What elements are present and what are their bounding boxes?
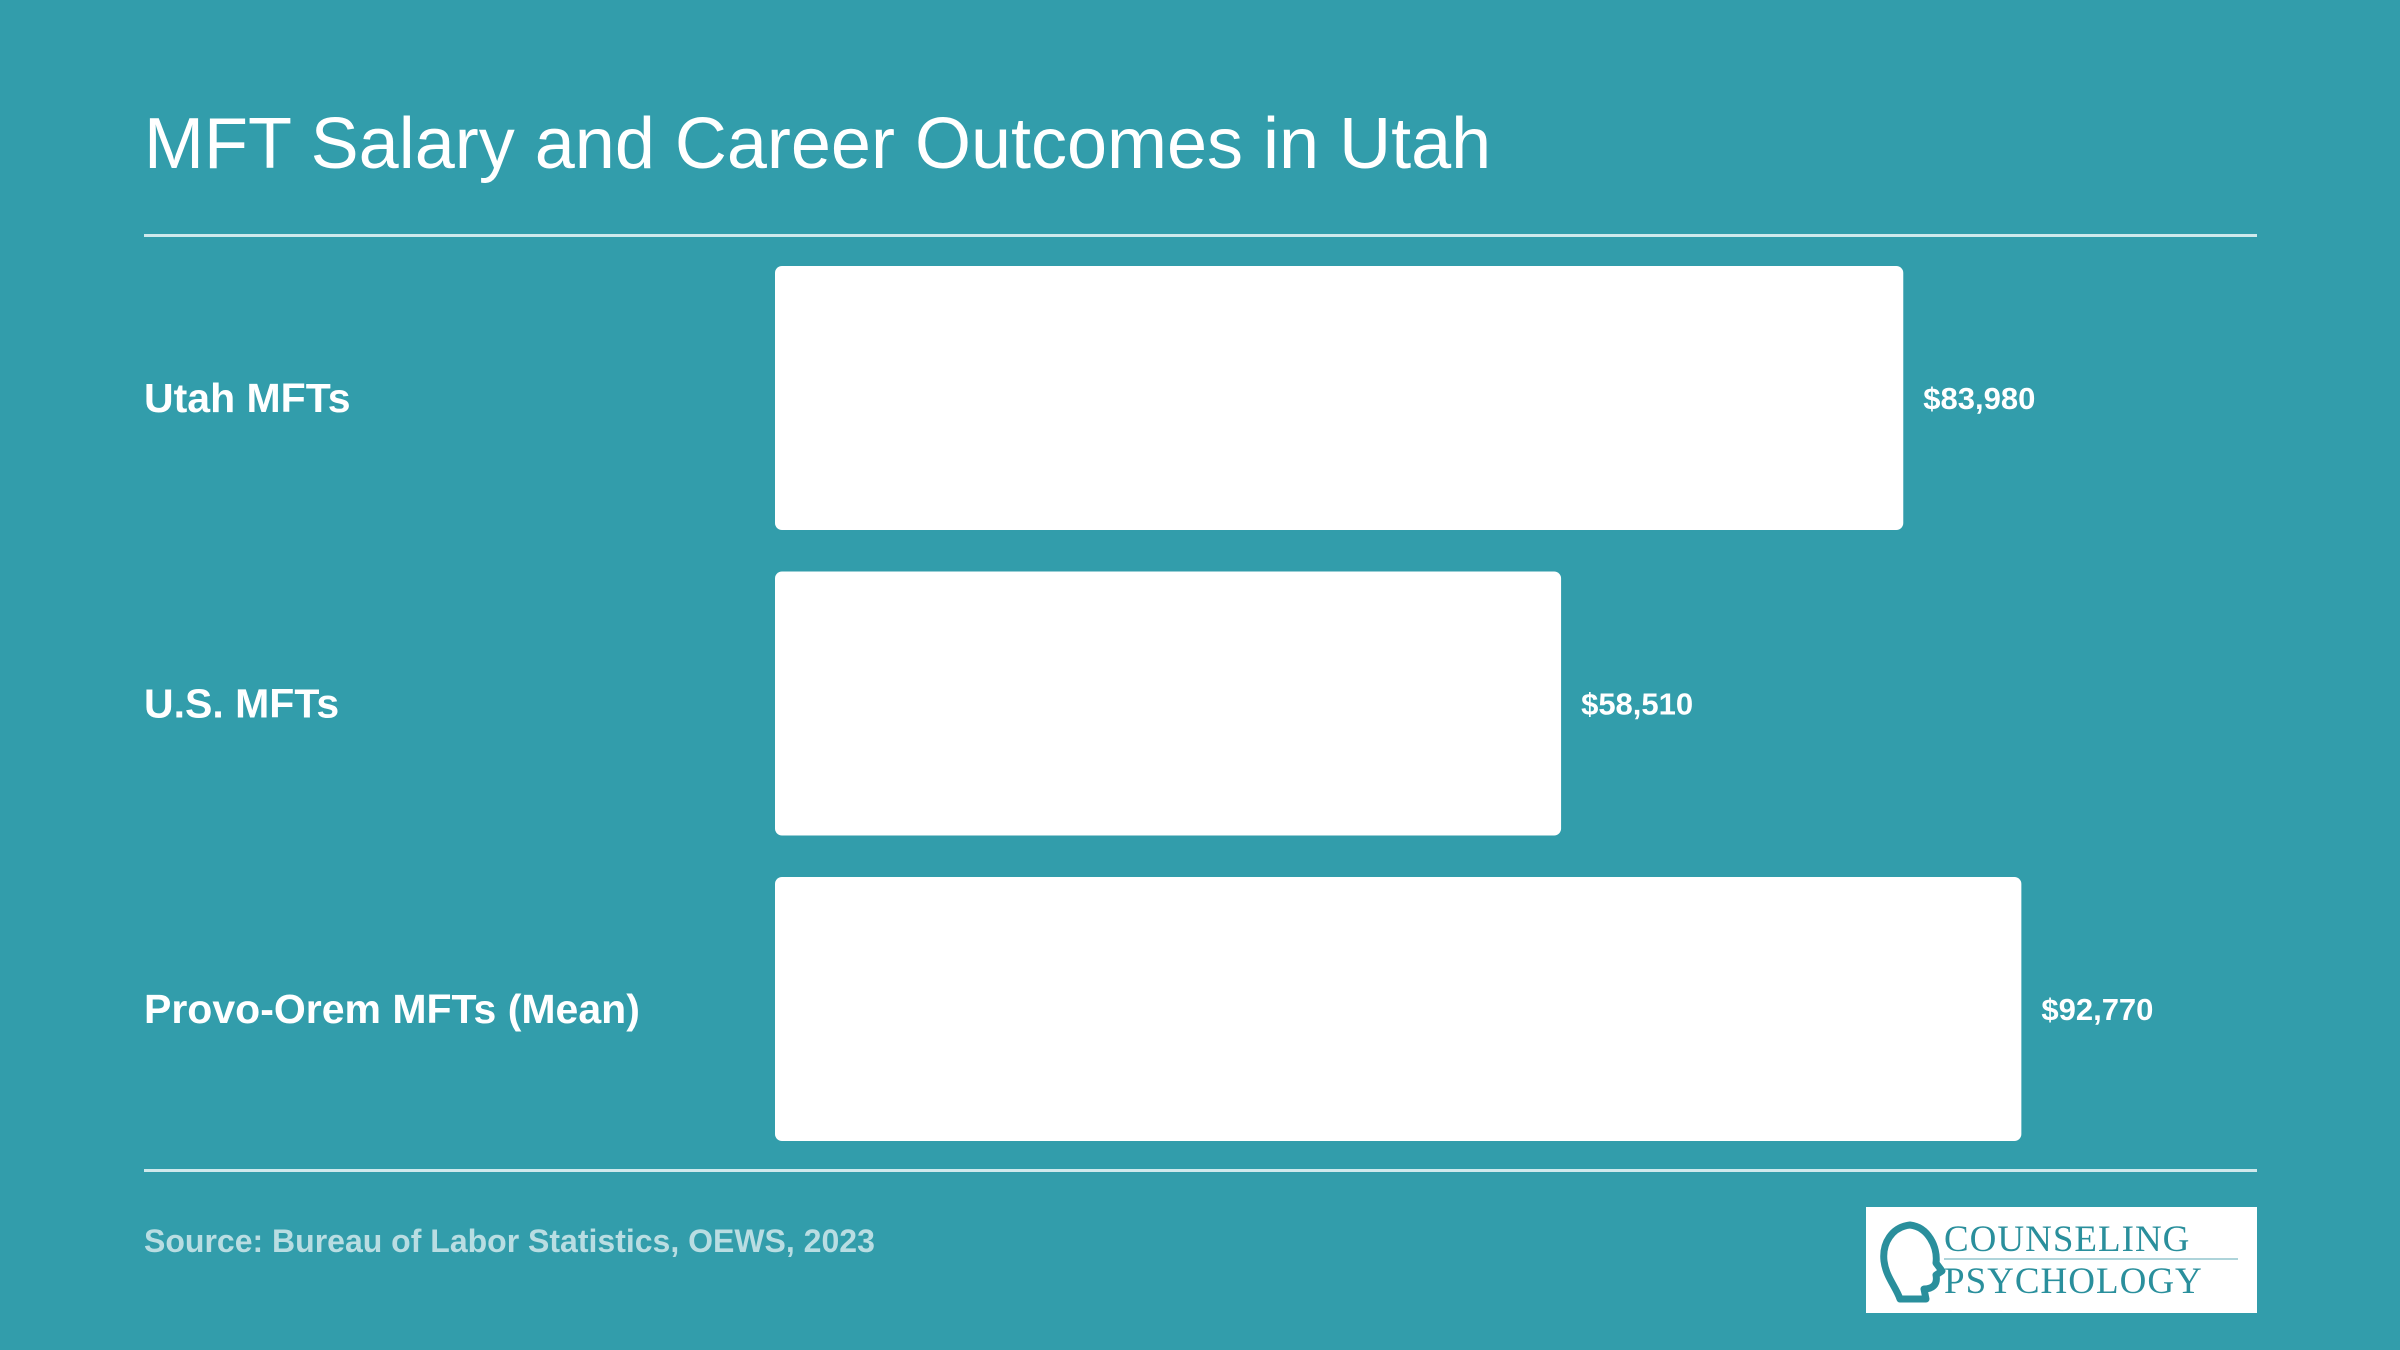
- source-note: Source: Bureau of Labor Statistics, OEWS…: [144, 1223, 875, 1259]
- value-label: $83,980: [1923, 381, 2035, 416]
- header-divider: [144, 234, 2257, 237]
- category-label: U.S. MFTs: [144, 681, 339, 727]
- bar: [775, 571, 1562, 836]
- counseling-psychology-logo: COUNSELING PSYCHOLOGY: [1866, 1207, 2257, 1313]
- logo-line-2: PSYCHOLOGY: [1944, 1261, 2203, 1302]
- head-profile-icon: [1880, 1221, 1946, 1303]
- value-label: $92,770: [2041, 992, 2153, 1027]
- value-label: $58,510: [1581, 687, 1693, 722]
- bar: [775, 877, 2022, 1141]
- page-title: MFT Salary and Career Outcomes in Utah: [144, 104, 1492, 184]
- bar: [775, 266, 1904, 530]
- logo-line-1: COUNSELING: [1944, 1219, 2190, 1260]
- footer-divider: [144, 1169, 2257, 1172]
- bar-chart: Utah MFTs $83,980 U.S. MFTs $58,510 Provo-Or…: [144, 266, 2153, 1141]
- category-label: Utah MFTs: [144, 375, 351, 421]
- category-label: Provo-Orem MFTs (Mean): [144, 986, 640, 1032]
